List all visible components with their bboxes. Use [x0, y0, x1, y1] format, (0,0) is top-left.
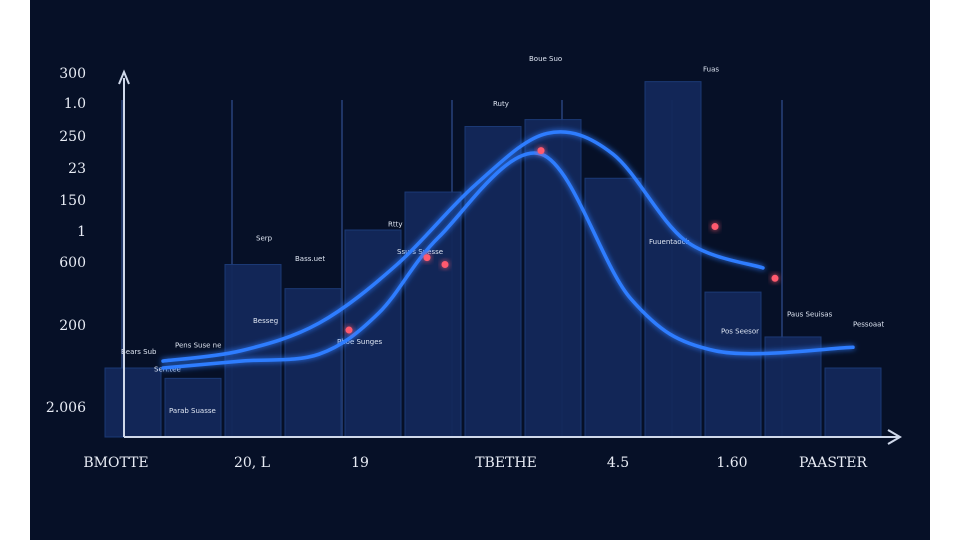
x-tick-label: 4.5 — [607, 455, 629, 471]
bar — [824, 367, 882, 438]
bar — [404, 191, 462, 438]
data-marker — [771, 274, 779, 282]
y-tick-label: 23 — [68, 161, 86, 177]
y-tick-labels: 300 1.0 250 23 150 1 600 200 2.006 — [46, 66, 86, 416]
bars — [104, 81, 882, 438]
markers — [345, 147, 779, 334]
annotation-label: Fuas — [703, 65, 719, 73]
annotation-label: Pos Seesor — [721, 328, 759, 336]
x-tick-label: 19 — [351, 455, 369, 471]
annotation-label: Phoe Sunges — [337, 338, 383, 346]
annotation-label: Besseg — [253, 317, 278, 325]
annotation-label: Rtty — [388, 221, 403, 229]
annotation-label: Pens Suse ne — [175, 341, 221, 349]
bar — [704, 291, 762, 438]
annotation-label: Boue Suo — [529, 55, 562, 63]
chart-frame: Bears Sub Sen.tee Parab Suasse Pens Suse ne… — [30, 0, 930, 540]
data-marker — [423, 254, 431, 262]
annotations: Bears Sub Sen.tee Parab Suasse Pens Suse ne… — [121, 55, 884, 415]
y-tick-label: 600 — [59, 255, 86, 271]
x-tick-label: 1.60 — [716, 455, 747, 471]
data-marker — [537, 147, 545, 155]
series-line — [161, 151, 855, 370]
annotation-label: Fuuentaoch — [649, 238, 690, 246]
bar — [284, 288, 342, 438]
annotation-label: Bears Sub — [121, 348, 157, 356]
annotation-label: Ruty — [493, 100, 509, 108]
data-marker — [441, 261, 449, 268]
y-tick-label: 2.006 — [46, 400, 86, 416]
x-tick-label: 20, L — [234, 455, 270, 471]
annotation-label: Sen.tee — [154, 365, 181, 373]
bar — [584, 177, 642, 438]
y-tick-label: 300 — [59, 66, 86, 82]
x-tick-label: TBETHE — [475, 455, 537, 471]
y-axis-line — [118, 69, 130, 437]
y-tick-label: 1.0 — [64, 96, 86, 112]
x-tick-label: PAASTER — [799, 455, 868, 471]
annotation-label: Paus Seuisas — [787, 310, 833, 318]
x-tick-labels: BMOTTE 20, L 19 TBETHE 4.5 1.60 PAASTER — [83, 455, 867, 471]
annotation-label: Pessoaat — [853, 321, 884, 329]
x-tick-label: BMOTTE — [83, 455, 148, 471]
annotation-label: Serp — [256, 234, 273, 242]
y-tick-label: 250 — [59, 129, 86, 145]
series-line — [161, 130, 765, 363]
annotation-label: Bass.uet — [295, 255, 325, 263]
annotation-label: Ssurs Suesse — [397, 248, 443, 256]
data-marker — [711, 223, 719, 231]
x-axis-line — [124, 429, 902, 445]
y-tick-label: 1 — [77, 224, 86, 240]
bar — [464, 126, 522, 438]
series-lines — [161, 130, 855, 370]
bar — [524, 119, 582, 438]
annotation-label: Parab Suasse — [169, 407, 216, 415]
y-tick-label: 150 — [59, 193, 86, 209]
y-tick-label: 200 — [59, 318, 86, 334]
axes — [118, 69, 902, 445]
chart-svg: Bears Sub Sen.tee Parab Suasse Pens Suse ne… — [46, 55, 902, 471]
data-marker — [345, 326, 353, 334]
bar — [104, 367, 162, 438]
bar — [644, 81, 702, 438]
